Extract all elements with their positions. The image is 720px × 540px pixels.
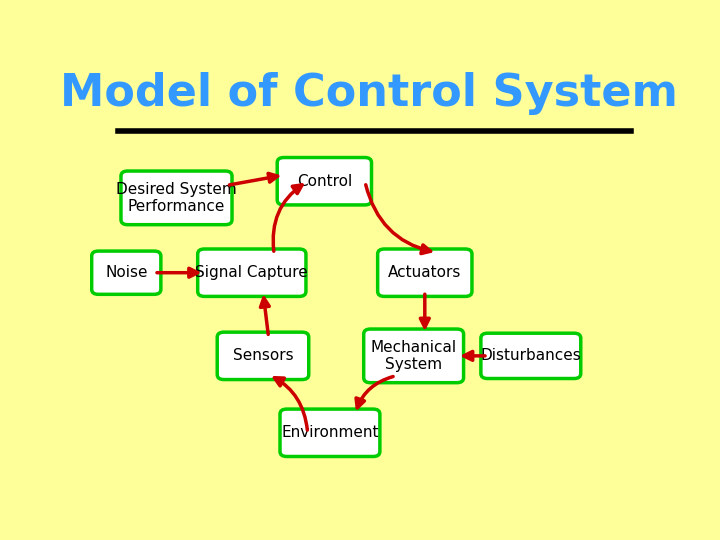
FancyBboxPatch shape	[217, 332, 309, 380]
Text: Control: Control	[297, 174, 352, 188]
Text: Sensors: Sensors	[233, 348, 293, 363]
Text: Model of Control System: Model of Control System	[60, 72, 678, 116]
Text: Signal Capture: Signal Capture	[195, 265, 308, 280]
Text: Environment: Environment	[282, 426, 379, 440]
Text: Disturbances: Disturbances	[480, 348, 581, 363]
Text: Actuators: Actuators	[388, 265, 462, 280]
FancyBboxPatch shape	[198, 249, 306, 296]
Text: Desired System
Performance: Desired System Performance	[116, 181, 237, 214]
Text: Mechanical
System: Mechanical System	[371, 340, 456, 372]
FancyBboxPatch shape	[364, 329, 464, 383]
FancyBboxPatch shape	[277, 158, 372, 205]
FancyBboxPatch shape	[121, 171, 232, 225]
FancyBboxPatch shape	[91, 251, 161, 294]
FancyBboxPatch shape	[481, 333, 581, 379]
FancyBboxPatch shape	[378, 249, 472, 296]
FancyBboxPatch shape	[280, 409, 380, 456]
Text: Noise: Noise	[105, 265, 148, 280]
